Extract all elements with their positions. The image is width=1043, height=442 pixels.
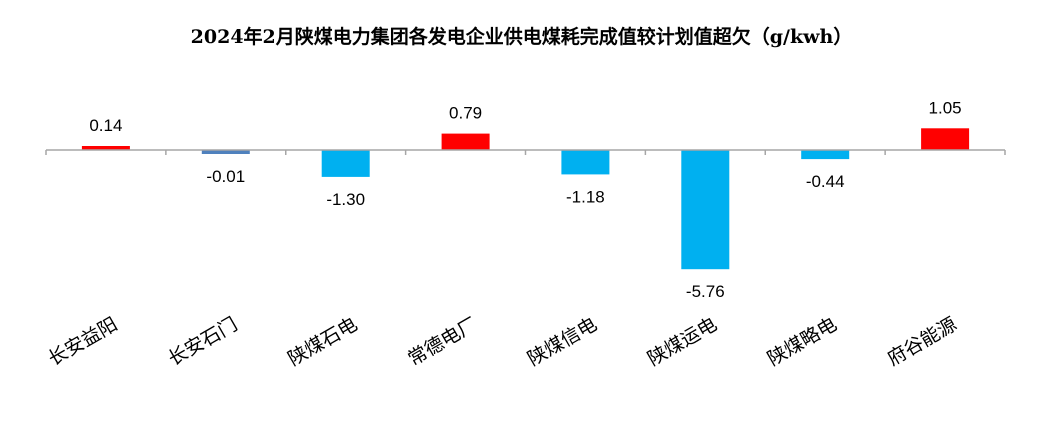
category-label: 陕煤石电 — [284, 313, 361, 370]
bar — [801, 150, 850, 160]
data-label: 0.14 — [89, 116, 122, 135]
bar — [321, 150, 370, 177]
data-label: -0.44 — [806, 172, 845, 191]
bar — [561, 150, 610, 175]
data-label: -0.01 — [206, 167, 245, 186]
data-label: -5.76 — [686, 282, 725, 301]
category-label: 府谷能源 — [884, 313, 961, 370]
category-label: 长安益阳 — [45, 313, 122, 370]
category-label: 常德电厂 — [404, 313, 481, 370]
bar — [81, 146, 130, 150]
bar — [201, 150, 250, 154]
data-label: 1.05 — [929, 98, 962, 117]
category-label: 长安石门 — [164, 313, 241, 370]
bar — [921, 128, 970, 150]
category-label: 陕煤运电 — [644, 313, 721, 370]
category-label: 陕煤信电 — [524, 313, 601, 370]
chart-title: 2024年2月陕煤电力集团各发电企业供电煤耗完成值较计划值超欠（g/kwh） — [190, 26, 853, 48]
data-label: -1.30 — [326, 190, 365, 209]
data-label: -1.18 — [566, 187, 605, 206]
data-label: 0.79 — [449, 104, 482, 123]
bar — [681, 150, 730, 270]
bar — [441, 133, 490, 150]
category-label: 陕煤略电 — [764, 313, 841, 370]
